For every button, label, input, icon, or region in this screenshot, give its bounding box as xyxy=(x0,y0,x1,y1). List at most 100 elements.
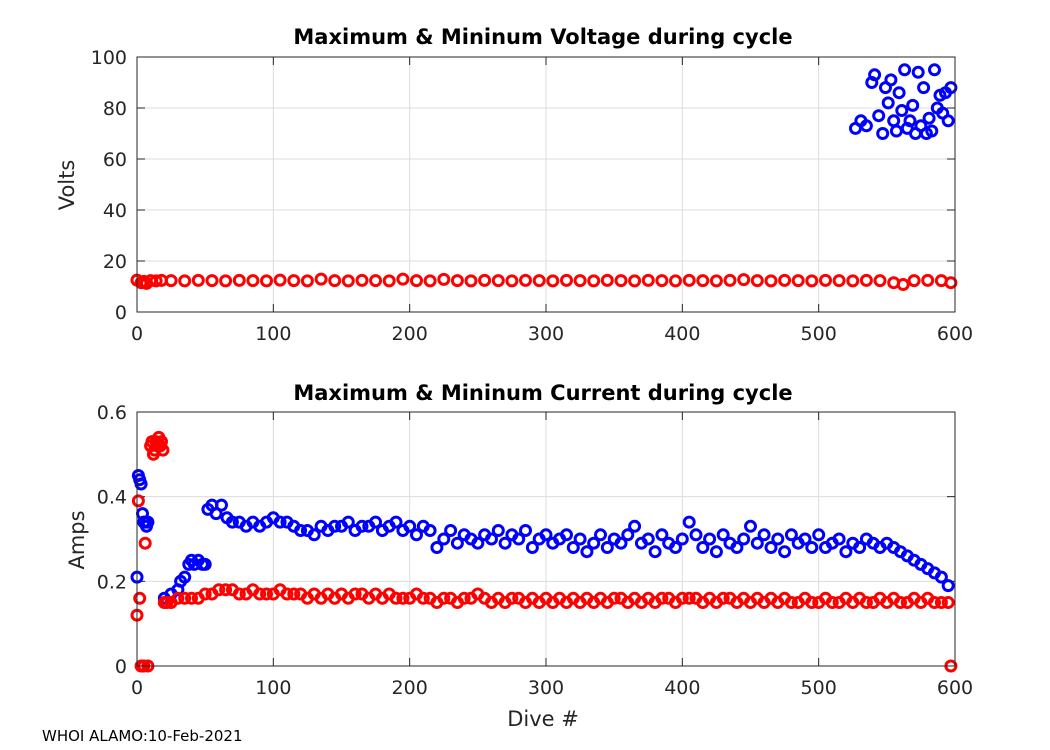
current-maximum-point xyxy=(389,515,403,529)
voltage-minimum-point xyxy=(682,273,696,287)
voltage-y-tick-label: 80 xyxy=(103,98,127,120)
voltage-x-tick-label: 200 xyxy=(392,323,428,345)
voltage-minimum-point xyxy=(859,273,873,287)
voltage-y-tick-label: 40 xyxy=(103,200,127,222)
voltage-maximum-point xyxy=(876,127,890,140)
current-minimum-point xyxy=(894,596,907,609)
voltage-x-tick-label: 300 xyxy=(528,323,564,345)
current-maximum-point xyxy=(805,541,819,554)
current-minimum-point xyxy=(156,443,170,457)
current-maximum-point xyxy=(764,541,778,554)
voltage-minimum-point xyxy=(791,274,805,288)
voltage-minimum-point xyxy=(573,274,587,288)
voltage-minimum-point xyxy=(437,272,451,286)
current-minimum-point xyxy=(457,591,471,605)
current-maximum-point xyxy=(410,528,423,542)
current-minimum-point xyxy=(607,591,621,605)
voltage-minimum-point xyxy=(423,274,437,288)
voltage-minimum-point xyxy=(355,273,369,287)
voltage-chart-title: Maximum & Mininum Voltage during cycle xyxy=(293,25,792,49)
voltage-minimum-point xyxy=(396,272,410,286)
current-maximum-point xyxy=(798,532,812,546)
current-maximum-point xyxy=(471,536,485,550)
current-minimum-point xyxy=(825,596,839,609)
current-minimum-point xyxy=(941,596,955,609)
current-maximum-point xyxy=(648,545,662,559)
current-maximum-point xyxy=(403,519,417,533)
voltage-minimum-point xyxy=(410,274,423,288)
current-x-axis-label: Dive # xyxy=(507,707,579,731)
current-maximum-point xyxy=(771,532,785,546)
current-x-tick-label: 600 xyxy=(937,677,973,699)
current-maximum-point xyxy=(307,528,321,542)
current-maximum-point xyxy=(628,519,642,533)
voltage-minimum-point xyxy=(587,274,601,288)
voltage-panel: Maximum & Mininum Voltage during cycle V… xyxy=(55,25,973,345)
voltage-minimum-point xyxy=(832,274,846,288)
current-maximum-point xyxy=(560,528,573,542)
voltage-minimum-point xyxy=(600,273,614,287)
voltage-maximum-point xyxy=(892,86,906,100)
voltage-maximum-point xyxy=(895,104,909,117)
current-minimum-point xyxy=(280,587,294,601)
current-maximum-point xyxy=(737,532,751,546)
current-maximum-point xyxy=(215,498,228,512)
current-maximum-point xyxy=(655,528,669,542)
voltage-minimum-point xyxy=(723,273,737,287)
current-minimum-point xyxy=(437,591,451,605)
voltage-minimum-point xyxy=(921,273,935,287)
current-maximum-point xyxy=(225,515,239,529)
current-maximum-point xyxy=(539,528,553,542)
voltage-x-tick-label: 100 xyxy=(255,323,291,345)
voltage-minimum-point xyxy=(205,274,219,288)
current-minimum-point xyxy=(505,591,519,605)
current-minimum-point xyxy=(212,583,226,597)
voltage-minimum-point xyxy=(560,273,573,287)
voltage-minimum-point xyxy=(764,274,778,288)
voltage-minimum-point xyxy=(478,273,492,287)
voltage-minimum-point xyxy=(805,274,819,288)
current-maximum-point xyxy=(594,528,607,542)
current-maximum-point xyxy=(580,545,594,559)
voltage-x-tick-label: 0 xyxy=(131,323,143,345)
voltage-minimum-point xyxy=(219,274,233,288)
current-maximum-point xyxy=(178,570,192,584)
current-maximum-point xyxy=(703,532,717,546)
current-maximum-point xyxy=(696,541,710,554)
voltage-minimum-point xyxy=(873,274,887,288)
current-maximum-point xyxy=(778,545,792,559)
voltage-ticks: 0 100 200 300 400 500 600 0 20 40 60 80 100 xyxy=(91,47,973,345)
current-minimum-point xyxy=(348,587,362,601)
current-chart-title: Maximum & Mininum Current during cycle xyxy=(293,381,792,405)
current-y-tick-label: 0.2 xyxy=(97,571,127,593)
current-maximum-point xyxy=(689,528,703,542)
current-x-tick-label: 100 xyxy=(255,677,291,699)
voltage-y-tick-label: 100 xyxy=(91,47,127,69)
current-minimum-point xyxy=(178,591,192,605)
current-maximum-point xyxy=(355,519,369,533)
voltage-maximum-point xyxy=(903,114,917,128)
current-maximum-point xyxy=(430,541,444,554)
voltage-minimum-point xyxy=(546,274,560,288)
footer-label: WHOI ALAMO:10-Feb-2021 xyxy=(42,727,243,745)
current-maximum-point xyxy=(498,536,512,550)
voltage-maximum-point xyxy=(868,68,882,82)
current-minimum-point xyxy=(805,596,819,609)
voltage-minimum-point xyxy=(641,273,655,287)
voltage-minimum-point xyxy=(614,274,628,288)
voltage-minimum-point xyxy=(369,274,383,288)
voltage-minimum-point xyxy=(382,274,396,288)
current-maximum-point xyxy=(273,515,287,529)
voltage-grid xyxy=(137,57,955,312)
voltage-minimum-point xyxy=(149,274,163,288)
voltage-maximum-point xyxy=(944,81,958,95)
voltage-minimum-point xyxy=(314,272,328,286)
current-maximum-point xyxy=(369,515,383,529)
current-minimum-point xyxy=(287,587,301,601)
voltage-minimum-point xyxy=(944,276,958,290)
current-axes-frame xyxy=(136,411,956,667)
current-maximum-point xyxy=(839,545,853,559)
voltage-minimum-point xyxy=(628,274,642,288)
current-maximum-point xyxy=(669,541,682,554)
